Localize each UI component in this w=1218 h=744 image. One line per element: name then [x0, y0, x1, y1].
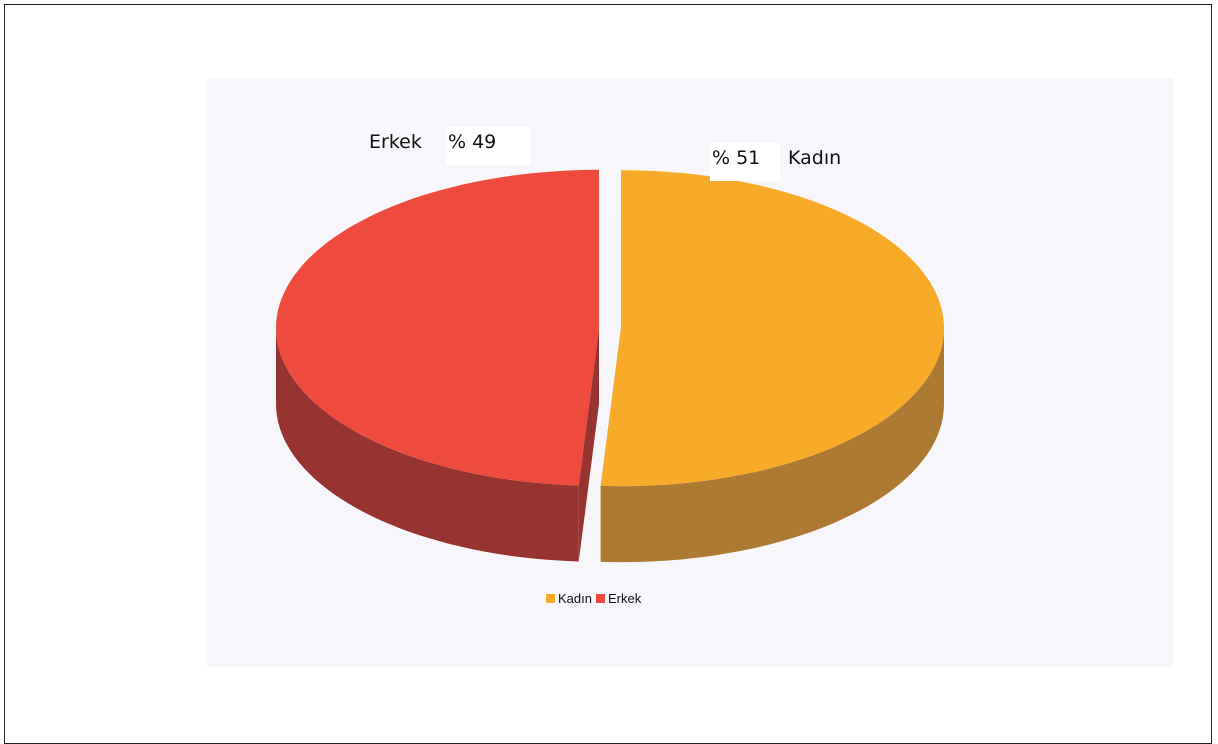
- data-label-kadin: % 51: [710, 143, 780, 181]
- legend-label-kadin: Kadın: [558, 591, 592, 606]
- legend-swatch-kadin: [546, 594, 555, 603]
- legend-item-erkek: Erkek: [595, 591, 642, 606]
- pie-slice-erkek: [276, 169, 600, 486]
- category-label-kadin: Kadın: [788, 147, 842, 169]
- legend-swatch-erkek: [595, 594, 605, 603]
- side-wall-erkek: [276, 327, 579, 562]
- legend-item-kadin: Kadın: [546, 591, 592, 606]
- side-wall-kadin: [600, 328, 944, 563]
- category-label-erkek: Erkek: [369, 131, 422, 153]
- pie-slice-kadin: [600, 170, 944, 487]
- data-label-erkek: % 49: [446, 127, 531, 165]
- legend-label-erkek: Erkek: [607, 591, 642, 606]
- legend: Kadın Erkek: [546, 591, 645, 606]
- cut-face-erkek: [578, 327, 600, 562]
